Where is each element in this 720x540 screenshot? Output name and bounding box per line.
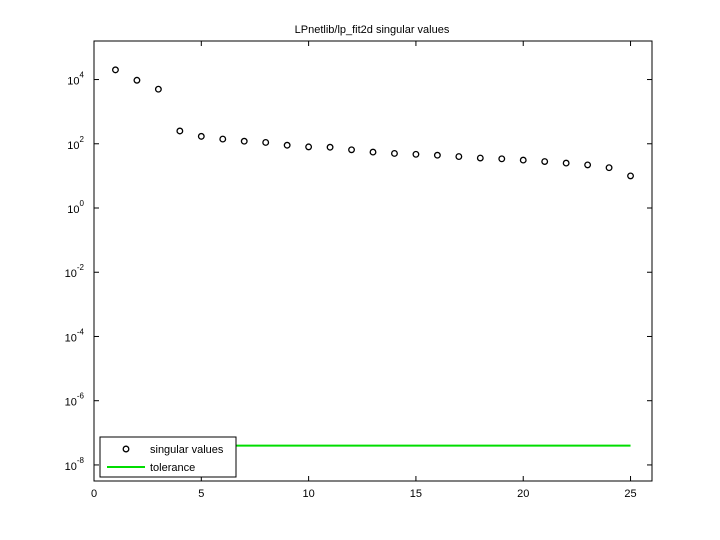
data-point [498,155,506,163]
data-point [433,151,441,159]
legend-box [99,436,237,478]
data-point [176,127,184,135]
data-point [541,158,549,165]
x-tick-label: 5 [198,488,204,500]
legend: singular values tolerance [99,436,237,478]
y-tick-label: 100 [67,199,84,216]
data-point [133,76,141,84]
x-tick-label: 25 [624,488,636,500]
y-tick-label: 102 [67,135,84,152]
chart-title: LPnetlib/lp_fit2d singular values [295,24,450,36]
y-tick-label: 10-4 [65,327,85,344]
data-point [240,137,248,145]
data-point [476,154,484,162]
plot-area [93,40,653,482]
data-point [326,143,334,151]
x-tick-label: 15 [410,488,422,500]
data-point [112,66,119,74]
x-axis: 0 5 10 15 20 25 [91,41,637,500]
data-point [584,161,592,169]
legend-label: tolerance [150,462,195,474]
data-point [605,164,613,172]
y-tick-label: 10-8 [65,456,85,473]
data-point [348,146,355,154]
data-point [369,148,377,156]
data-point [262,138,270,146]
data-point [197,132,205,140]
y-tick-label: 104 [67,71,84,88]
x-tick-label: 10 [302,488,314,500]
data-point [154,85,162,93]
legend-label: singular values [150,444,224,456]
data-point [305,143,313,151]
y-tick-label: 10-6 [65,392,85,409]
data-point [391,149,398,157]
data-point [455,153,463,161]
data-point [412,150,420,158]
data-point [627,172,634,180]
data-point [519,156,527,164]
x-tick-label: 20 [517,488,529,500]
data-point [219,135,227,143]
x-tick-label: 0 [91,488,97,500]
y-axis: 104 102 100 10-2 10-4 10-6 10-8 [65,71,652,473]
data-point [283,141,291,149]
data-point [562,159,570,167]
legend-swatch-marker [122,445,130,453]
y-tick-label: 10-2 [65,263,85,280]
